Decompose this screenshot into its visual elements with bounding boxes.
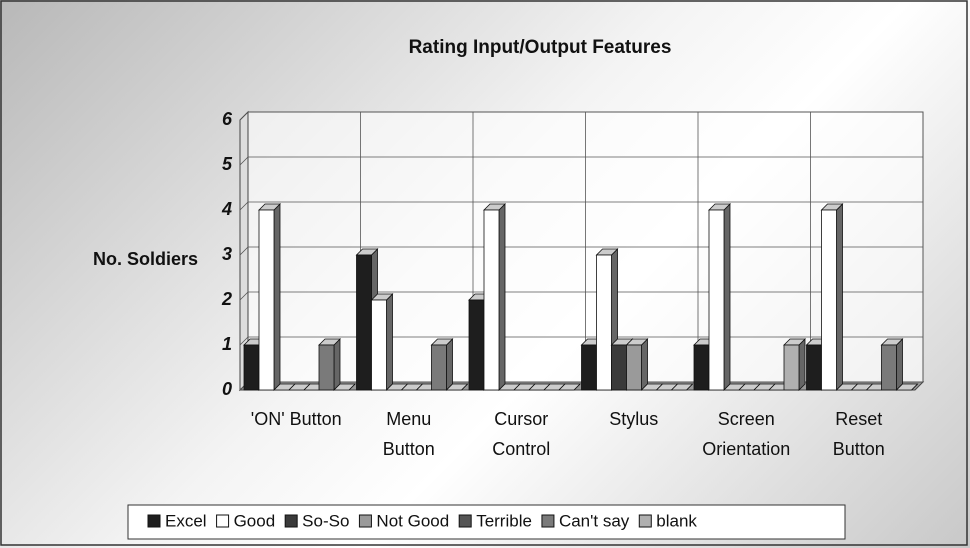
y-tick-label: 5 — [222, 154, 233, 174]
legend-box — [127, 504, 846, 540]
y-axis-label: No. Soldiers — [93, 249, 198, 269]
bar — [881, 344, 897, 391]
bar — [356, 254, 372, 391]
legend-swatch — [358, 514, 372, 528]
y-tick-label: 1 — [222, 334, 232, 354]
bar-side — [798, 338, 806, 391]
legend-label: Excel — [165, 511, 207, 530]
bar-side — [333, 338, 341, 391]
y-tick-label: 0 — [222, 379, 232, 399]
bar-top — [333, 383, 356, 391]
bar-side — [723, 203, 731, 391]
bar-side — [386, 293, 393, 391]
x-tick-label: Menu Button — [382, 409, 435, 459]
chart-title: Rating Input/Output Features — [409, 37, 672, 58]
bar — [243, 344, 260, 391]
bar-side — [273, 203, 281, 391]
x-tick-label: Reset Button — [832, 409, 885, 459]
bar-top — [895, 383, 919, 391]
bar-side — [836, 203, 843, 391]
bar — [581, 344, 597, 391]
bar — [806, 344, 822, 391]
legend-label: Not Good — [376, 511, 449, 530]
bar-top — [558, 383, 581, 391]
legend-label: So-So — [302, 511, 349, 530]
bar-side — [896, 338, 903, 391]
bar — [626, 344, 642, 391]
bar — [318, 344, 335, 391]
y-tick-label: 3 — [222, 244, 232, 264]
x-tick-label: Screen Orientation — [702, 409, 791, 459]
bar-side — [498, 203, 506, 391]
legend-label: Terrible — [476, 511, 532, 530]
legend-swatch — [284, 514, 298, 528]
legend-swatch — [541, 514, 555, 528]
bar — [483, 209, 500, 391]
legend-swatch — [216, 514, 230, 528]
legend-label: Can't say — [559, 511, 630, 530]
y-tick-label: 6 — [222, 109, 233, 129]
bar — [371, 299, 387, 391]
bar — [821, 209, 837, 391]
y-tick-label: 2 — [221, 289, 232, 309]
bar-top — [670, 383, 694, 391]
x-tick-label: Cursor Control — [492, 409, 551, 459]
bar — [596, 254, 612, 391]
legend-label: blank — [656, 511, 697, 530]
bar-side — [446, 338, 453, 391]
bar — [611, 344, 627, 391]
bar — [468, 299, 485, 391]
legend-label: Good — [234, 511, 276, 530]
legend-swatch — [147, 514, 161, 528]
bar — [258, 209, 275, 391]
x-tick-label: 'ON' Button — [250, 409, 342, 429]
bar — [783, 344, 800, 391]
legend-swatch — [638, 514, 652, 528]
bar-side — [641, 338, 648, 391]
x-tick-label: Stylus — [609, 409, 659, 429]
bar — [708, 209, 725, 391]
bar — [693, 344, 710, 391]
bar-top — [445, 383, 469, 391]
bar — [431, 344, 447, 391]
y-tick-label: 4 — [221, 199, 232, 219]
legend-swatch — [458, 514, 472, 528]
